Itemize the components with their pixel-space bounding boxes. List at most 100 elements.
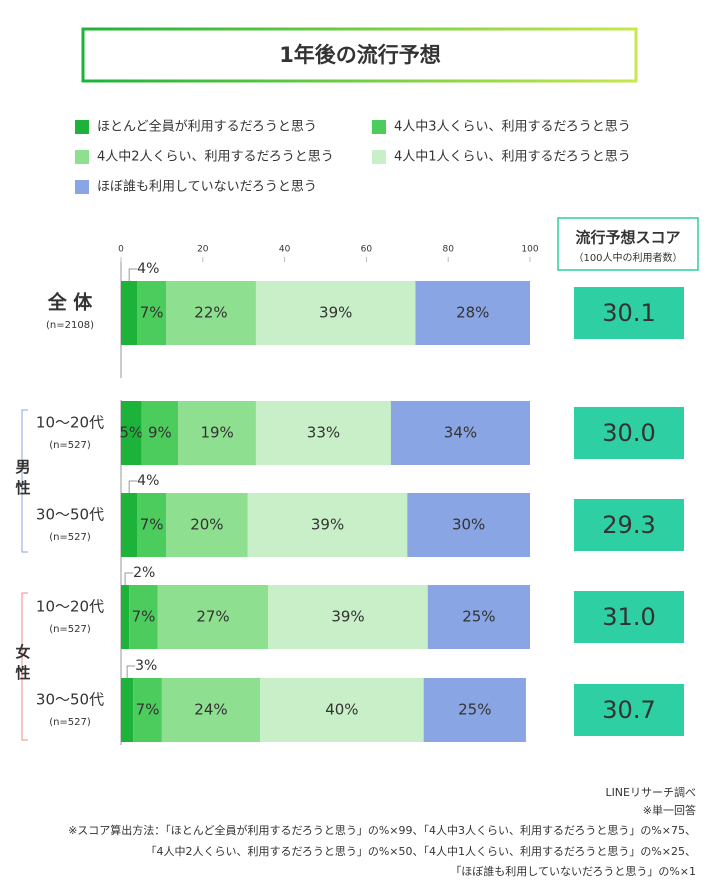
bar-segment <box>121 585 130 649</box>
value-label: 27% <box>196 608 229 626</box>
bar-segment <box>390 401 530 465</box>
group-bracket <box>21 409 28 553</box>
n-label: (n=527) <box>49 440 91 451</box>
value-label: 40% <box>325 701 358 719</box>
n-label: (n=527) <box>49 624 91 635</box>
value-label: 7% <box>140 516 164 534</box>
score-box <box>574 407 684 459</box>
legend-swatch <box>75 150 89 164</box>
score-label: 29.3 <box>602 511 655 539</box>
bar-segment <box>268 585 428 649</box>
group-bracket <box>21 592 28 741</box>
score-label: 30.7 <box>602 696 655 724</box>
x-tick-label: 20 <box>197 245 209 255</box>
bar-segment <box>141 401 179 465</box>
bar-segment <box>161 678 261 742</box>
x-tick-label: 40 <box>279 245 291 255</box>
score-label: 31.0 <box>602 603 655 631</box>
bar-segment <box>427 585 530 649</box>
value-label: 7% <box>136 701 160 719</box>
score-label: 30.0 <box>602 419 655 447</box>
bar-segment <box>255 401 391 465</box>
legend-swatch <box>75 180 89 194</box>
value-label: 4% <box>137 473 159 489</box>
bar-segment <box>121 281 138 345</box>
legend-swatch <box>372 150 386 164</box>
value-label: 7% <box>140 304 164 322</box>
n-label: (n=527) <box>49 717 91 728</box>
value-label: 5% <box>119 424 143 442</box>
n-label: (n=527) <box>49 532 91 543</box>
label-leader <box>128 480 138 493</box>
value-label: 3% <box>135 658 157 674</box>
legend-label: 4人中1人くらい、利用するだろうと思う <box>394 150 631 165</box>
value-label: 7% <box>132 608 156 626</box>
value-label: 25% <box>458 701 491 719</box>
score-header-box <box>557 217 699 271</box>
bar-segment <box>121 493 138 557</box>
group-label: 女性 <box>14 643 32 686</box>
bar-segment <box>260 678 424 742</box>
value-label: 22% <box>194 304 227 322</box>
chart-title: 1年後の流行予想 <box>279 43 441 67</box>
x-tick-label: 60 <box>361 245 373 255</box>
bar-segment <box>423 678 526 742</box>
bar-segment <box>415 281 530 345</box>
label-leader <box>128 268 138 281</box>
x-tick-label: 0 <box>118 245 124 255</box>
value-label: 9% <box>148 424 172 442</box>
category-label: 30～50代 <box>36 691 104 709</box>
bar-segment <box>407 493 530 557</box>
value-label: 39% <box>331 608 364 626</box>
value-label: 39% <box>311 516 344 534</box>
score-title: 流行予想スコア <box>575 229 680 247</box>
legend-swatch <box>372 120 386 134</box>
bar-segment <box>165 493 248 557</box>
value-label: 39% <box>319 304 352 322</box>
legend-label: ほぼ誰も利用していないだろうと思う <box>97 179 317 195</box>
score-box <box>574 287 684 339</box>
n-label: (n=2108) <box>46 320 94 331</box>
score-label: 30.1 <box>602 299 655 327</box>
legend-label: ほとんど全員が利用するだろうと思う <box>97 119 317 135</box>
bar-segment <box>133 678 162 742</box>
value-label: 20% <box>190 516 223 534</box>
value-label: 19% <box>200 424 233 442</box>
score-box <box>574 499 684 551</box>
footnote: 「ほぼ誰も利用していないだろうと思う」の%×1 <box>450 864 696 878</box>
value-label: 28% <box>456 304 489 322</box>
legend-swatch <box>75 120 89 134</box>
title-box <box>81 27 638 83</box>
bar-segment <box>178 401 256 465</box>
bar-segment <box>255 281 416 345</box>
label-leader <box>124 572 134 585</box>
value-label: 30% <box>452 516 485 534</box>
bar-segment <box>247 493 408 557</box>
group-label: 男性 <box>14 459 32 501</box>
category-label: 全 体 <box>47 291 94 314</box>
bar-segment <box>137 281 166 345</box>
value-label: 4% <box>137 261 159 277</box>
bar-segment <box>121 678 134 742</box>
score-box <box>574 684 684 736</box>
x-tick-label: 100 <box>521 245 538 255</box>
footnote: ※スコア算出方法：「ほとんど全員が利用するだろうと思う」の%×99、「4人中3人… <box>68 823 696 837</box>
label-leader <box>126 665 136 678</box>
bar-segment <box>165 281 256 345</box>
category-label: 10～20代 <box>36 598 104 616</box>
value-label: 2% <box>133 565 155 581</box>
category-label: 30～50代 <box>36 506 104 524</box>
score-subtitle: （100人中の利用者数） <box>573 251 682 264</box>
value-label: 33% <box>307 424 340 442</box>
bar-segment <box>121 401 142 465</box>
bar-segment <box>137 493 166 557</box>
legend-label: 4人中2人くらい、利用するだろうと思う <box>97 150 334 165</box>
footnote: LINEリサーチ調べ <box>605 785 696 799</box>
score-box <box>574 591 684 643</box>
value-label: 24% <box>194 701 227 719</box>
footnote: 「4人中2人くらい、利用するだろうと思う」の%×50、「4人中1人くらい、利用す… <box>145 845 696 858</box>
bar-segment <box>129 585 158 649</box>
value-label: 34% <box>444 424 477 442</box>
value-label: 25% <box>462 608 495 626</box>
